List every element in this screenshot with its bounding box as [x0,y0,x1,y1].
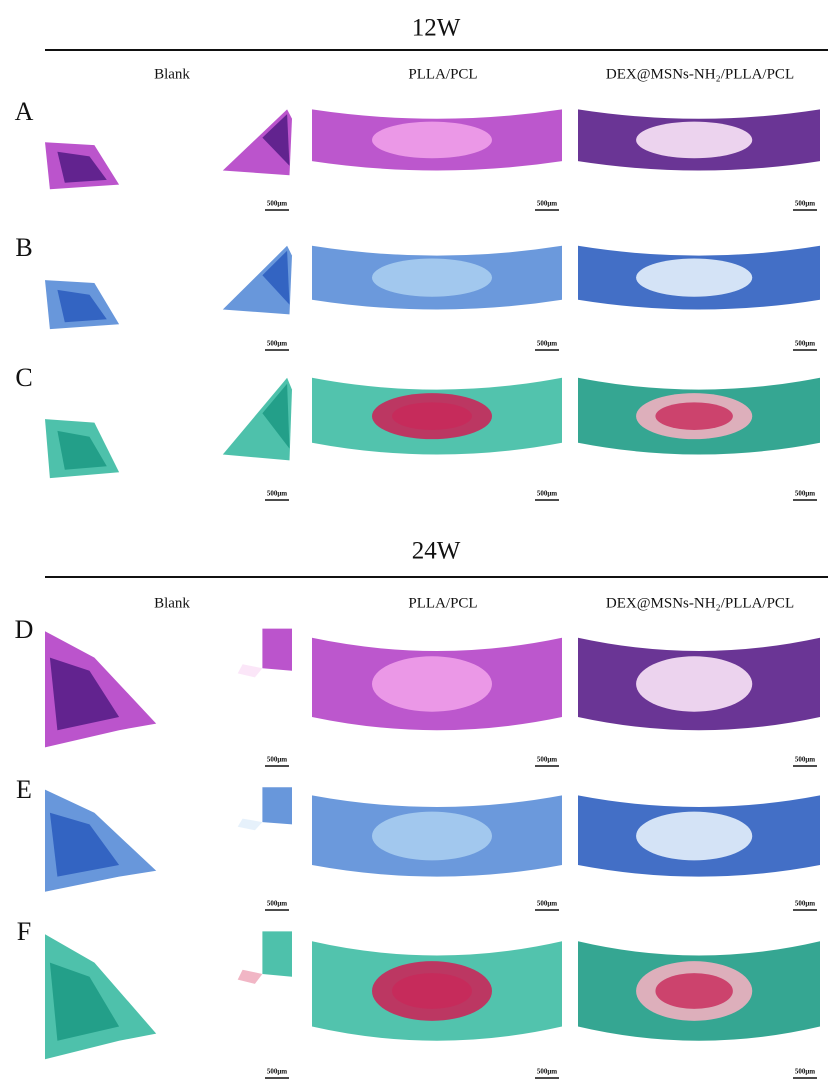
scale-bar-label: 500μm [795,1068,815,1076]
scale-bar-label: 500μm [267,900,287,908]
micrograph: 500μm [578,109,820,211]
micrograph: 500μm [45,931,292,1079]
tissue [262,250,290,305]
tissue [57,289,107,323]
tissue-core [392,973,472,1009]
column-header: PLLA/PCL [408,66,477,82]
micrograph: 500μm [45,245,292,351]
micrograph: 500μm [578,941,820,1079]
micrograph: 500μm [312,377,562,501]
micrograph: 500μm [45,787,292,911]
scale-bar-label: 500μm [537,200,557,208]
tissue [237,664,263,678]
tissue-core [372,258,492,297]
row-label: F [17,917,31,946]
micrograph: 500μm [578,795,820,911]
micrograph: 500μm [312,109,562,211]
row-label: D [15,615,34,644]
tissue [57,430,107,470]
tissue [57,151,107,183]
column-header: PLLA/PCL [408,595,477,611]
column-header: Blank [154,595,190,611]
column-header: DEX@MSNs-NH₂/PLLA/PCL [606,595,794,611]
tissue [262,628,292,671]
tissue [49,657,120,731]
row-label: C [15,363,32,392]
tissue-core [655,402,733,430]
tissue [262,114,290,166]
section-title: 24W [412,538,461,565]
micrograph: 500μm [312,637,562,767]
tissue-core [372,811,492,861]
tissue [222,377,292,461]
micrograph: 500μm [45,628,292,767]
scale-bar-label: 500μm [267,756,287,764]
scale-bar-label: 500μm [537,490,557,498]
micrograph: 500μm [312,941,562,1079]
scale-bar-label: 500μm [537,756,557,764]
tissue-core [636,811,753,861]
scale-bar-label: 500μm [537,340,557,348]
micrograph: 500μm [312,795,562,911]
row-label: A [15,97,34,126]
column-header: Blank [154,66,190,82]
tissue-core [372,656,492,712]
tissue [262,931,292,977]
micrograph: 500μm [312,245,562,351]
tissue-core [636,656,753,712]
tissue-core [636,121,753,159]
tissue-core [636,258,753,297]
scale-bar-label: 500μm [537,900,557,908]
row-label: E [16,775,32,804]
tissue-core [372,121,492,159]
section-title: 12W [412,15,461,42]
tissue [222,109,292,176]
scale-bar-label: 500μm [267,1068,287,1076]
scale-bar-label: 500μm [795,490,815,498]
tissue [237,969,263,984]
micrograph: 500μm [45,109,292,211]
tissue [49,962,120,1041]
tissue [222,245,292,315]
tissue [262,787,292,825]
micrograph: 500μm [578,637,820,767]
scale-bar-label: 500μm [795,340,815,348]
micrograph: 500μm [578,245,820,351]
tissue [49,812,120,877]
scale-bar-label: 500μm [267,200,287,208]
scale-bar-label: 500μm [267,490,287,498]
scale-bar-label: 500μm [795,900,815,908]
scale-bar-label: 500μm [537,1068,557,1076]
scale-bar-label: 500μm [795,756,815,764]
micrograph: 500μm [578,377,820,501]
scale-bar-label: 500μm [267,340,287,348]
row-label: B [15,233,32,262]
column-header: DEX@MSNs-NH₂/PLLA/PCL [606,66,794,82]
tissue-core [655,973,733,1009]
tissue [262,383,290,449]
tissue-core [392,402,472,430]
tissue [237,818,263,831]
micrograph: 500μm [45,377,292,501]
scale-bar-label: 500μm [795,200,815,208]
